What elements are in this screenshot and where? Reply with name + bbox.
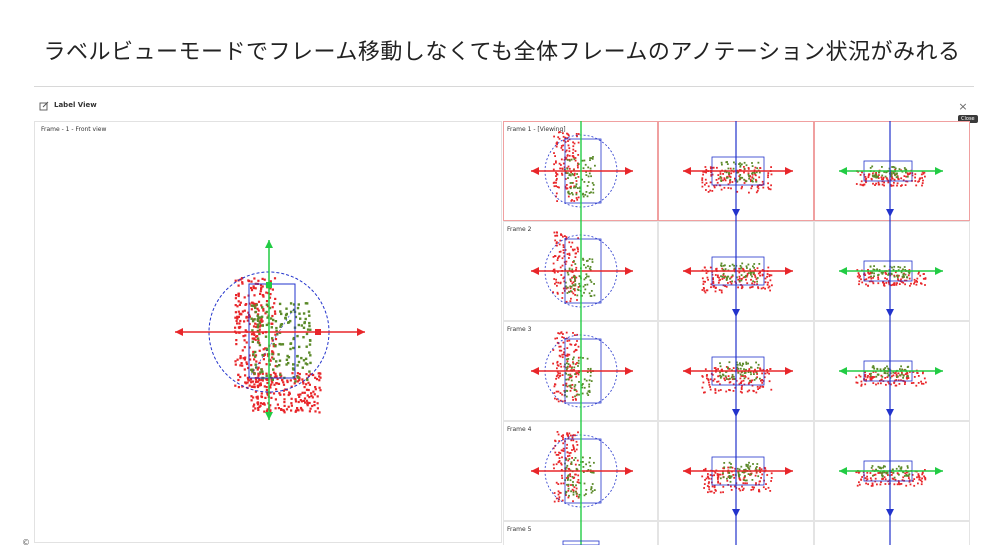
- grid-side-arrowhead: [732, 409, 740, 417]
- grid-top-x-gizmo-right-arrowhead: [935, 267, 943, 275]
- front-view-canvas[interactable]: [35, 122, 501, 542]
- grid-side-x-gizmo-left-arrowhead: [683, 167, 691, 175]
- grid-top-x-gizmo-right-arrowhead: [935, 167, 943, 175]
- grid-top-arrowhead: [886, 509, 894, 517]
- front-view-panel[interactable]: Frame - 1 - Front view: [34, 121, 502, 543]
- slide-headline: ラベルビューモードでフレーム移動しなくても全体フレームのアノテーション状況がみれ…: [43, 40, 961, 65]
- grid-top-x-gizmo-left-arrowhead: [839, 367, 847, 375]
- grid-side-x-gizmo-right-arrowhead: [785, 367, 793, 375]
- grid-side-arrowhead: [732, 309, 740, 317]
- grid-side-x-gizmo-right-arrowhead: [785, 167, 793, 175]
- grid-top-green-cloud: [869, 165, 909, 179]
- grid-top-red-cloud: [855, 169, 926, 187]
- grid-x-gizmo-left-arrowhead: [531, 367, 539, 375]
- grid-side-x-gizmo-right-arrowhead: [785, 467, 793, 475]
- grid-x-gizmo-left-arrowhead: [531, 267, 539, 275]
- grid-red-cloud: [552, 131, 580, 202]
- grid-x-gizmo-right-arrowhead: [625, 267, 633, 275]
- frame-grid-canvas: [531, 121, 943, 545]
- grid-top-x-gizmo-left-arrowhead: [839, 167, 847, 175]
- grid-top-x-gizmo-left-arrowhead: [839, 467, 847, 475]
- grid-side-x-gizmo-left-arrowhead: [683, 267, 691, 275]
- grid-green-cloud: [564, 156, 596, 198]
- y-axis-gizmo-down-arrowhead: [265, 412, 273, 420]
- red-point-cloud: [234, 277, 278, 389]
- frame-label: Frame 4: [507, 426, 532, 433]
- grid-green-cloud: [564, 356, 594, 398]
- grid-x-gizmo-right-arrowhead: [625, 367, 633, 375]
- frame-label: Frame 3: [507, 326, 532, 333]
- grid-red-cloud: [552, 231, 580, 303]
- x-axis-gizmo-left-arrowhead: [175, 328, 183, 336]
- grid-side-x-gizmo-left-arrowhead: [683, 367, 691, 375]
- grid-top-x-gizmo-right-arrowhead: [935, 367, 943, 375]
- x-handle: [315, 329, 321, 335]
- frame-label: Frame 5: [507, 526, 532, 533]
- grid-green-cloud: [564, 456, 596, 498]
- frame-5-cell-top[interactable]: [814, 521, 970, 545]
- grid-side-green-cloud: [719, 161, 761, 183]
- close-icon[interactable]: ×: [958, 100, 968, 113]
- frame-label: Frame 1 - [Viewing]: [507, 126, 566, 133]
- divider: [34, 86, 974, 87]
- label-view-titlebar: Label View: [34, 97, 974, 119]
- grid-side-green-cloud: [719, 461, 761, 483]
- grid-top-x-gizmo-right-arrowhead: [935, 467, 943, 475]
- x-axis-gizmo-right-arrowhead: [357, 328, 365, 336]
- copyright-mark: ©: [22, 538, 30, 547]
- grid-side-arrowhead: [732, 209, 740, 217]
- close-tooltip: Close: [958, 115, 978, 123]
- front-view-label: Frame - 1 - Front view: [41, 126, 107, 133]
- grid-x-gizmo-left-arrowhead: [531, 467, 539, 475]
- green-point-cloud: [250, 302, 312, 383]
- y-handle: [266, 282, 272, 288]
- grid-x-gizmo-right-arrowhead: [625, 167, 633, 175]
- grid-x-gizmo-left-arrowhead: [531, 167, 539, 175]
- y-axis-gizmo-up-arrowhead: [265, 240, 273, 248]
- grid-top-arrowhead: [886, 309, 894, 317]
- grid-side-x-gizmo-right-arrowhead: [785, 267, 793, 275]
- grid-top-arrowhead: [886, 209, 894, 217]
- grid-top-x-gizmo-left-arrowhead: [839, 267, 847, 275]
- frame-5-box-hint: [562, 540, 600, 545]
- red-point-cloud-lower: [250, 372, 322, 414]
- grid-top-arrowhead: [886, 409, 894, 417]
- grid-x-gizmo-right-arrowhead: [625, 467, 633, 475]
- frame-label: Frame 2: [507, 226, 532, 233]
- edit-icon: [39, 101, 49, 111]
- grid-side-x-gizmo-left-arrowhead: [683, 467, 691, 475]
- grid-green-cloud: [564, 257, 596, 297]
- frame-grid[interactable]: Frame 1 - [Viewing] Frame 2 Frame 3 Fram…: [503, 121, 970, 545]
- grid-side-arrowhead: [732, 509, 740, 517]
- dialog-title: Label View: [54, 101, 97, 109]
